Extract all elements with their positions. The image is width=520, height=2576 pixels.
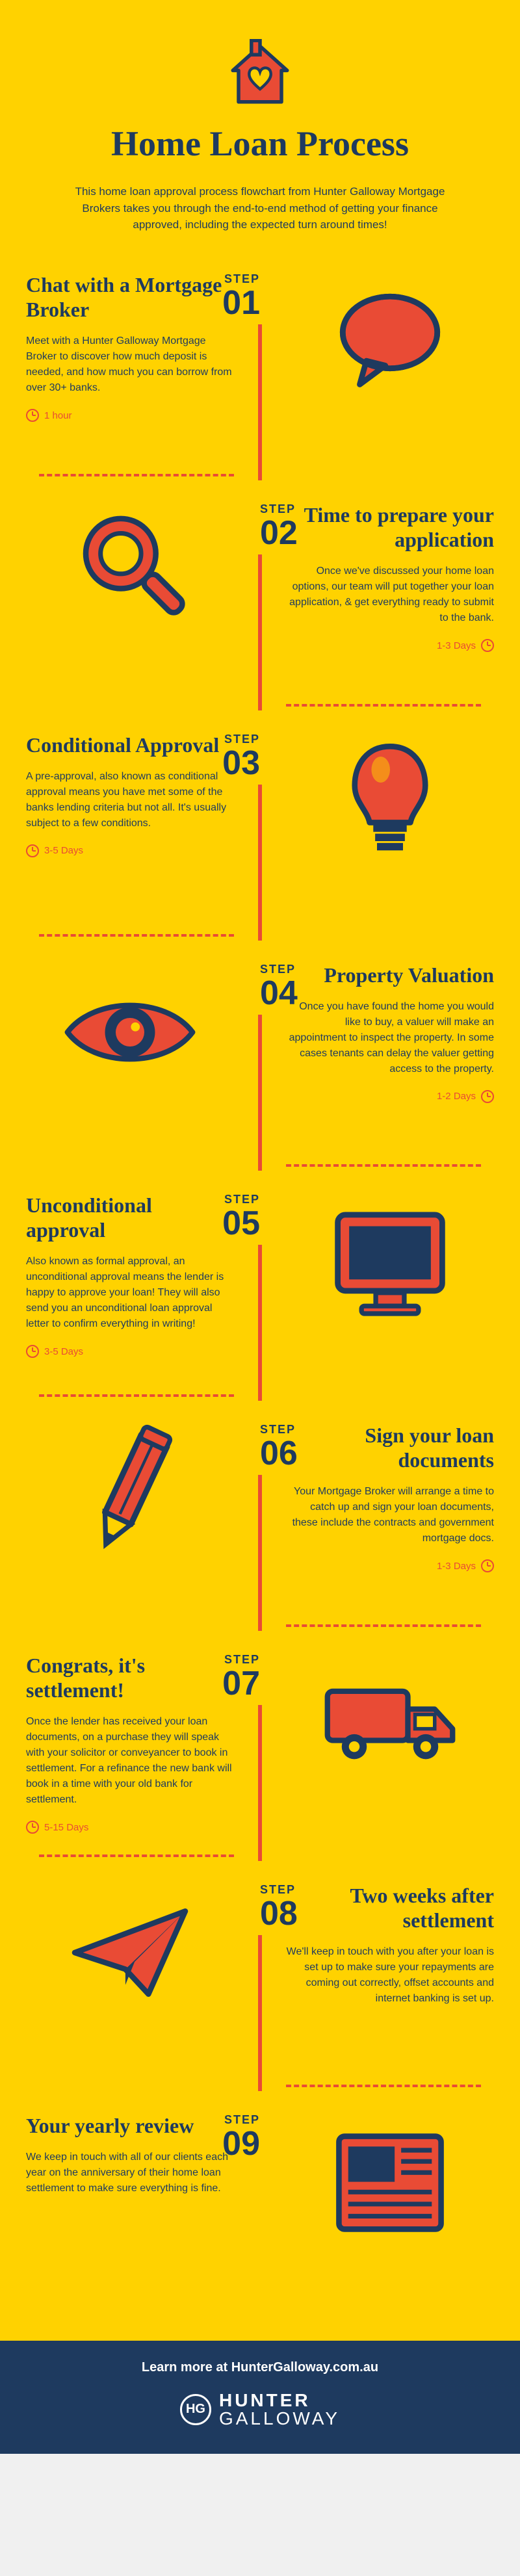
speech-bubble-icon [332,290,448,397]
monitor-icon [328,1204,452,1324]
infographic-root: Home Loan Process This home loan approva… [0,0,520,2454]
timeline-segment [258,1015,262,1171]
step-08-marker: STEP 08 [260,1883,338,1931]
timeline-segment [258,324,262,480]
step-05-icon-box [260,1193,520,1336]
step-divider [39,934,234,937]
step-05: STEP 05 Unconditional approval Also know… [0,1193,520,1375]
step-06-icon-box [0,1423,260,1566]
step-03-number: 03 [222,746,260,780]
step-03-time: 3-5 Days [26,844,234,857]
step-08: STEP 08 Two weeks after settlement We'll… [0,1883,520,2065]
step-02-marker: STEP 02 [260,502,338,550]
paper-plane-icon [65,1897,195,2011]
eye-icon [58,987,202,1081]
step-04-desc: Once you have found the home you would l… [286,999,494,1077]
step-divider [286,1624,481,1627]
steps-timeline: STEP 01 Chat with a Mortgage Broker Meet… [0,272,520,2315]
step-divider [39,1394,234,1397]
step-08-desc: We'll keep in touch with you after your … [286,1944,494,2007]
step-06-number: 06 [260,1437,298,1470]
step-04: STEP 04 Property Valuation Once you have… [0,963,520,1145]
magnifier-icon [75,507,185,640]
step-divider [286,1164,481,1167]
step-divider [286,2085,481,2087]
step-06-marker: STEP 06 [260,1423,338,1470]
truck-icon [318,1671,462,1778]
timeline-segment [258,1935,262,2091]
footer-brand-1: HUNTER [219,2391,311,2410]
step-divider [39,1854,234,1857]
step-09-number: 09 [222,2127,260,2161]
house-heart-icon [224,39,296,111]
step-01-time: 1 hour [26,409,234,422]
step-divider [39,474,234,476]
clock-icon [26,844,39,857]
step-02-desc: Once we've discussed your home loan opti… [286,564,494,626]
step-09: STEP 09 Your yearly review We keep in to… [0,2113,520,2295]
pencil-icon [78,1421,182,1567]
step-03-icon-box [260,733,520,876]
step-02-icon-box [0,502,260,645]
step-03-marker: STEP 03 [182,733,260,780]
timeline-segment [258,554,262,710]
lightbulb-icon [341,737,439,870]
step-01-marker: STEP 01 [182,272,260,320]
step-06-time: 1-3 Days [286,1559,494,1572]
step-07-desc: Once the lender has received your loan d… [26,1714,234,1808]
step-02-number: 02 [260,516,298,550]
step-08-number: 08 [260,1897,298,1931]
timeline-segment [258,785,262,941]
step-05-desc: Also known as formal approval, an uncond… [26,1254,234,1332]
step-07-marker: STEP 07 [182,1653,260,1700]
footer: Learn more at HunterGalloway.com.au HG H… [0,2341,520,2454]
step-04-number: 04 [260,976,298,1010]
step-04-marker: STEP 04 [260,963,338,1010]
newspaper-icon [325,2121,455,2248]
step-07-number: 07 [222,1667,260,1700]
timeline-segment [258,1245,262,1401]
timeline-segment [258,1475,262,1631]
step-07: STEP 07 Congrats, it's settlement! Once … [0,1653,520,1835]
step-06: STEP 06 Sign your loan documents Your Mo… [0,1423,520,1605]
step-05-time: 3-5 Days [26,1345,234,1358]
step-09-icon-box [260,2113,520,2256]
footer-brand-2: GALLOWAY [219,2410,340,2428]
step-01-icon-box [260,272,520,415]
step-04-time: 1-2 Days [286,1090,494,1103]
step-02-time: 1-3 Days [286,639,494,652]
step-01-number: 01 [222,286,260,320]
intro-text: This home loan approval process flowchar… [65,183,455,233]
step-02: STEP 02 Time to prepare your application… [0,502,520,684]
clock-icon [481,1559,494,1572]
step-divider [286,704,481,707]
clock-icon [481,1090,494,1103]
step-01-desc: Meet with a Hunter Galloway Mortgage Bro… [26,333,234,396]
step-04-icon-box [0,963,260,1106]
step-01: STEP 01 Chat with a Mortgage Broker Meet… [0,272,520,454]
timeline-segment [258,1705,262,1861]
clock-icon [26,409,39,422]
footer-monogram: HG [180,2394,211,2425]
step-07-time: 5-15 Days [26,1821,234,1834]
step-07-icon-box [260,1653,520,1796]
footer-cta: Learn more at HunterGalloway.com.au [0,2360,520,2375]
step-05-marker: STEP 05 [182,1193,260,1240]
step-09-marker: STEP 09 [182,2113,260,2161]
step-06-desc: Your Mortgage Broker will arrange a time… [286,1484,494,1546]
clock-icon [26,1345,39,1358]
clock-icon [481,639,494,652]
step-03: STEP 03 Conditional Approval A pre-appro… [0,733,520,915]
step-05-number: 05 [222,1206,260,1240]
clock-icon [26,1821,39,1834]
footer-logo: HG HUNTER GALLOWAY [0,2391,520,2428]
main-title: Home Loan Process [111,124,409,164]
step-08-icon-box [0,1883,260,2026]
